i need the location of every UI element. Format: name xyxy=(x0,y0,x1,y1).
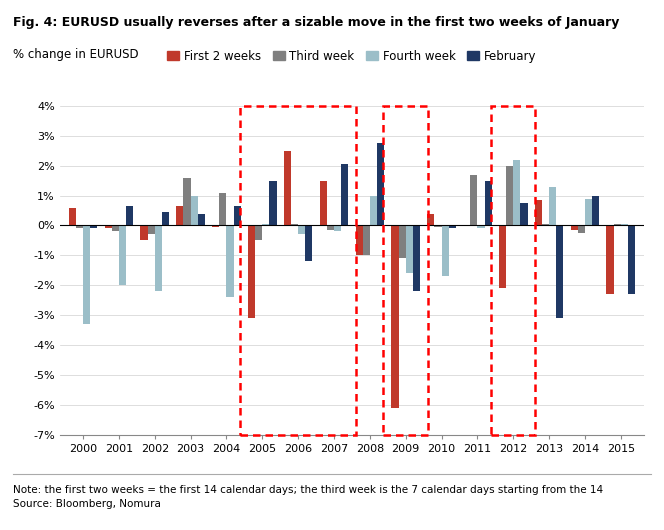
Bar xyxy=(549,187,556,225)
Text: Source: Bloomberg, Nomura: Source: Bloomberg, Nomura xyxy=(13,499,161,509)
Bar xyxy=(68,208,76,225)
Bar xyxy=(592,196,600,225)
Bar xyxy=(90,225,98,228)
Bar xyxy=(219,192,226,225)
Bar xyxy=(176,206,183,225)
Bar xyxy=(391,225,398,408)
Bar xyxy=(363,225,370,255)
Bar xyxy=(621,224,628,225)
Bar xyxy=(162,212,169,225)
Bar xyxy=(191,196,198,225)
Bar xyxy=(434,225,442,227)
Bar xyxy=(240,106,356,435)
Bar xyxy=(112,225,119,232)
Text: Note: the first two weeks = the first 14 calendar days; the third week is the 7 : Note: the first two weeks = the first 14… xyxy=(13,485,604,495)
Bar xyxy=(234,206,241,225)
Bar xyxy=(491,106,535,435)
Bar xyxy=(327,225,334,230)
Bar xyxy=(334,225,341,232)
Bar xyxy=(305,225,313,261)
Bar xyxy=(270,181,277,225)
Bar xyxy=(628,225,635,294)
Bar xyxy=(499,225,506,288)
Bar xyxy=(284,151,291,225)
Bar xyxy=(226,225,234,297)
Bar xyxy=(506,166,513,225)
Bar xyxy=(477,225,485,228)
Bar xyxy=(384,106,428,435)
Bar xyxy=(155,225,162,291)
Text: % change in EURUSD: % change in EURUSD xyxy=(13,48,139,61)
Bar xyxy=(578,225,585,233)
Bar xyxy=(183,178,191,225)
Bar xyxy=(614,224,621,225)
Bar xyxy=(442,225,449,276)
Bar xyxy=(140,225,147,241)
Bar xyxy=(370,196,377,225)
Bar xyxy=(212,225,219,227)
Legend: First 2 weeks, Third week, Fourth week, February: First 2 weeks, Third week, Fourth week, … xyxy=(163,45,541,67)
Bar xyxy=(255,225,262,241)
Bar xyxy=(570,225,578,230)
Bar xyxy=(248,225,255,318)
Bar xyxy=(535,200,542,225)
Bar xyxy=(298,225,305,234)
Bar xyxy=(341,164,349,225)
Bar xyxy=(119,225,126,285)
Bar xyxy=(147,225,155,234)
Text: Fig. 4: EURUSD usually reverses after a sizable move in the first two weeks of J: Fig. 4: EURUSD usually reverses after a … xyxy=(13,16,620,29)
Bar xyxy=(319,181,327,225)
Bar xyxy=(449,225,456,228)
Bar xyxy=(377,143,384,225)
Bar xyxy=(104,225,112,228)
Bar xyxy=(355,225,363,255)
Bar xyxy=(556,225,564,318)
Bar xyxy=(406,225,413,273)
Bar xyxy=(198,214,205,225)
Bar xyxy=(585,199,592,225)
Bar xyxy=(606,225,614,294)
Bar xyxy=(83,225,90,324)
Bar xyxy=(413,225,420,291)
Bar xyxy=(76,225,83,228)
Bar xyxy=(291,224,298,225)
Bar xyxy=(398,225,406,258)
Bar xyxy=(427,214,434,225)
Bar xyxy=(485,181,492,225)
Bar xyxy=(542,224,549,225)
Bar xyxy=(126,206,133,225)
Bar xyxy=(262,224,270,225)
Bar xyxy=(521,203,528,225)
Bar xyxy=(513,160,521,225)
Bar xyxy=(470,175,477,225)
